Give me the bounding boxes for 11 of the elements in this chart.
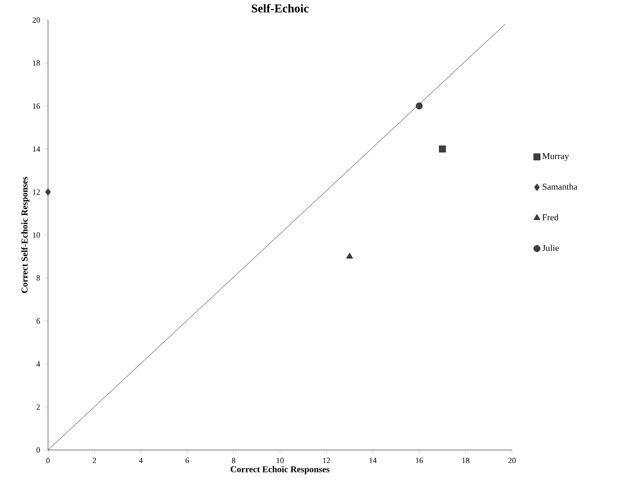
chart-title: Self-Echoic	[252, 4, 309, 12]
legend-label: Samantha	[542, 183, 578, 190]
legend-label: Julie	[542, 244, 559, 252]
y-axis-title: Correct Self-Echoic Responses	[21, 176, 30, 293]
point	[439, 146, 446, 152]
point	[45, 188, 51, 196]
x-axis-title: Correct Echoic Responses	[230, 466, 330, 474]
legend-label: Fred	[542, 214, 558, 220]
point	[346, 252, 353, 258]
legend-label: Murray	[542, 153, 569, 161]
point	[416, 102, 423, 110]
